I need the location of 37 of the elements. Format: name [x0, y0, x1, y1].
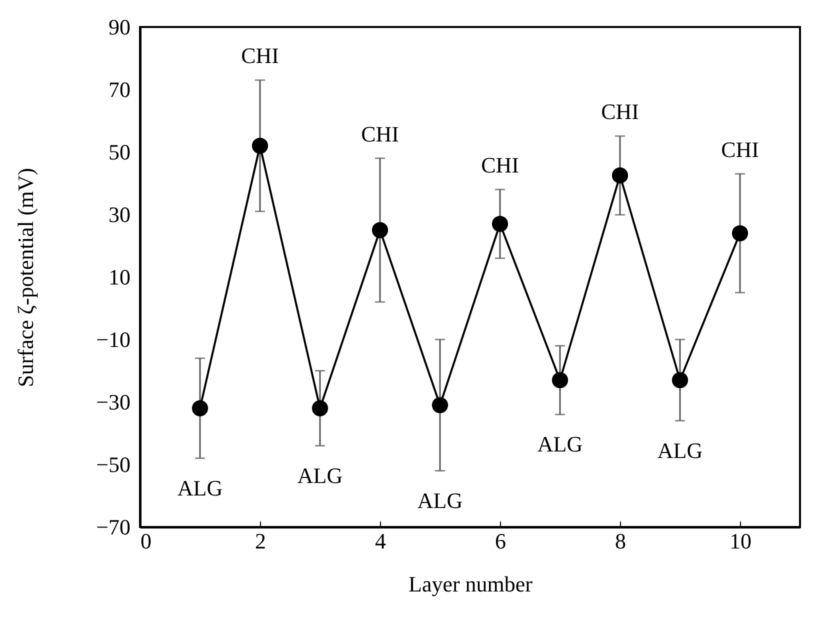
y-axis-title: Surface ζ-potential (mV): [13, 168, 38, 388]
y-tick-label: −10: [96, 327, 130, 352]
annotation: ALG: [297, 462, 343, 488]
x-tick-label: 4: [375, 528, 386, 554]
x-tick-label: 0: [140, 528, 152, 554]
y-tick-label: −30: [96, 390, 130, 414]
y-tick-label: −50: [96, 452, 130, 477]
point: [732, 225, 748, 242]
annotation: CHI: [361, 121, 399, 146]
point: [192, 400, 208, 416]
annotation: ALG: [417, 488, 463, 513]
point: [612, 167, 628, 184]
x-tick-label: 2: [255, 528, 266, 554]
point: [492, 216, 508, 232]
y-tick-label: 10: [108, 264, 130, 290]
x-tick-label: 6: [495, 528, 506, 554]
y-tick-label: 30: [108, 202, 130, 227]
point: [552, 372, 568, 388]
point: [672, 372, 688, 388]
x-axis-title: Layer number: [408, 572, 534, 596]
annotation: CHI: [721, 136, 759, 162]
y-tick-label: 70: [108, 77, 130, 102]
x-tick-label: 8: [615, 528, 626, 554]
point: [312, 400, 328, 416]
annotation: CHI: [481, 152, 519, 178]
point: [372, 222, 388, 238]
point: [252, 138, 268, 154]
annotation: CHI: [601, 99, 639, 124]
y-tick-label: 50: [108, 140, 130, 164]
annotation: ALG: [537, 432, 583, 456]
annotation: ALG: [657, 438, 703, 463]
y-tick-label: 90: [108, 14, 130, 40]
annotation: ALG: [177, 475, 223, 500]
point: [432, 397, 448, 414]
y-tick-label: −70: [96, 514, 130, 540]
x-tick-label: 10: [730, 528, 752, 554]
annotation: CHI: [241, 43, 279, 68]
